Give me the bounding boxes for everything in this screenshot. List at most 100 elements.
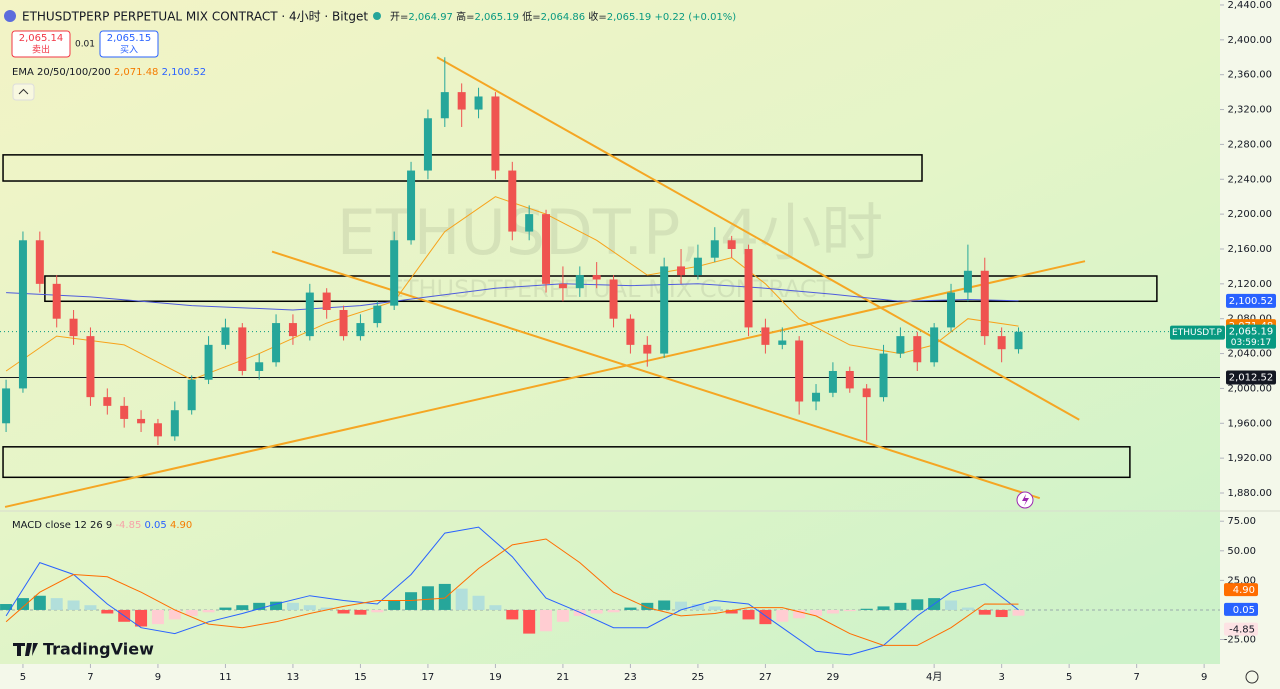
x-tick-label: 9	[155, 672, 161, 683]
y-tick-label: 2,240.00	[1227, 174, 1272, 185]
spread: 0.01	[75, 40, 95, 50]
y-tick-label: 1,880.00	[1227, 488, 1272, 499]
candle-body	[677, 266, 686, 276]
candle-body	[660, 266, 669, 354]
candle-body	[322, 292, 331, 310]
buy-button[interactable]	[99, 30, 159, 58]
histogram-bar	[472, 595, 485, 610]
candle-body	[221, 327, 230, 345]
candle-body	[407, 170, 416, 241]
candle-body	[373, 305, 382, 324]
histogram-bar	[945, 600, 958, 610]
histogram-bar	[675, 601, 688, 610]
histogram-bar	[995, 609, 1008, 618]
candle-body	[896, 336, 905, 354]
collapse-button[interactable]	[12, 83, 35, 101]
histogram-bar	[708, 606, 721, 610]
candle-body	[137, 418, 146, 424]
histogram-bar	[641, 602, 654, 610]
x-tick-label: 19	[489, 672, 502, 683]
histogram-bar	[151, 609, 164, 625]
histogram-bar	[405, 592, 418, 610]
x-tick-label: 5	[20, 672, 26, 683]
y-tick-label: 1,960.00	[1227, 418, 1272, 429]
candle-body	[2, 388, 11, 424]
candle-body	[508, 170, 517, 232]
candle-body	[727, 240, 736, 249]
histogram-bar	[354, 609, 367, 615]
x-tick-label: 9	[1201, 672, 1207, 683]
candle-body	[52, 283, 61, 319]
candle-body	[744, 248, 753, 328]
y-tick-label: 2,120.00	[1227, 279, 1272, 290]
candle-body	[187, 379, 196, 411]
candle-body	[997, 336, 1006, 350]
ohlc-label: 高=	[456, 10, 474, 23]
ohlc: 开=2,064.97 高=2,065.19 低=2,064.86 收=2,065…	[390, 10, 736, 23]
histogram-bar	[84, 605, 97, 610]
x-tick-label: 29	[827, 672, 840, 683]
y-tick-label: 2,200.00	[1227, 209, 1272, 220]
histogram-bar	[540, 609, 553, 632]
x-tick-label: 25	[692, 672, 705, 683]
macd-legend[interactable]: MACD close 12 26 9 -4.85 0.05 4.90	[12, 520, 192, 531]
ema-value: 2,100.52	[162, 67, 207, 78]
ohlc-label: 收=	[588, 10, 606, 23]
candle-body	[1014, 331, 1023, 350]
y-tick-label: 2,320.00	[1227, 105, 1272, 116]
collapse-icon	[18, 88, 29, 95]
candle-body	[440, 92, 449, 119]
symbol-badge-label: ETHUSDT.P	[1172, 328, 1222, 338]
histogram-bar	[50, 598, 63, 610]
symbol-badge	[1170, 325, 1225, 340]
macd-badge-label: 0.05	[1233, 605, 1255, 616]
histogram-bar	[455, 588, 468, 610]
trendline	[436, 56, 1080, 421]
symbol-title[interactable]: ETHUSDTPERP PERPETUAL MIX CONTRACT · 4小时…	[22, 10, 368, 24]
sell-button[interactable]	[11, 30, 71, 58]
y-tick-label: 2,360.00	[1227, 70, 1272, 81]
histogram-bar	[388, 600, 401, 610]
candle-body	[69, 318, 78, 337]
candle-body	[930, 327, 939, 363]
candle-body	[390, 240, 399, 306]
histogram-bar	[185, 609, 198, 616]
histogram-bar	[590, 609, 603, 614]
candle-body	[423, 118, 432, 171]
histogram-bar	[67, 600, 80, 610]
y-tick-label: 75.00	[1227, 516, 1256, 527]
trendline	[4, 260, 1086, 508]
histogram-bar	[573, 609, 586, 616]
histogram-bar	[877, 606, 890, 610]
candle-body	[643, 344, 652, 354]
candle-body	[575, 275, 584, 289]
symbol-icon	[4, 10, 16, 22]
histogram-bar	[860, 608, 873, 610]
settings-icon[interactable]	[1245, 670, 1259, 684]
histogram-bar	[759, 609, 772, 625]
buy-price: 2,065.15	[107, 33, 152, 44]
candle-body	[879, 353, 888, 398]
histogram-bar	[607, 609, 620, 613]
ema-legend[interactable]: EMA 20/50/100/200 2,071.48 2,100.52	[12, 67, 206, 78]
y-tick-label: 2,160.00	[1227, 244, 1272, 255]
histogram-bar	[691, 604, 704, 610]
y-tick-label: 2,000.00	[1227, 383, 1272, 394]
price-badge	[1226, 370, 1276, 385]
candle-body	[609, 279, 618, 319]
candle-body	[491, 96, 500, 171]
signal-badge-label: 4.90	[1233, 585, 1255, 596]
countdown: 03:59:17	[1231, 338, 1271, 348]
candle-body	[778, 340, 787, 345]
zone-box	[2, 154, 923, 182]
sell-label: 卖出	[32, 44, 50, 56]
y-tick-label: 2,440.00	[1227, 0, 1272, 11]
watermark: ETHUSDT.P, 4小时	[337, 196, 884, 269]
histogram-bar	[371, 609, 384, 613]
last-price-badge	[1226, 324, 1276, 349]
x-tick-label: 27	[759, 672, 772, 683]
signal-value: 4.90	[170, 520, 192, 531]
y-tick-label: -25.00	[1224, 635, 1256, 646]
candle-body	[828, 370, 837, 393]
